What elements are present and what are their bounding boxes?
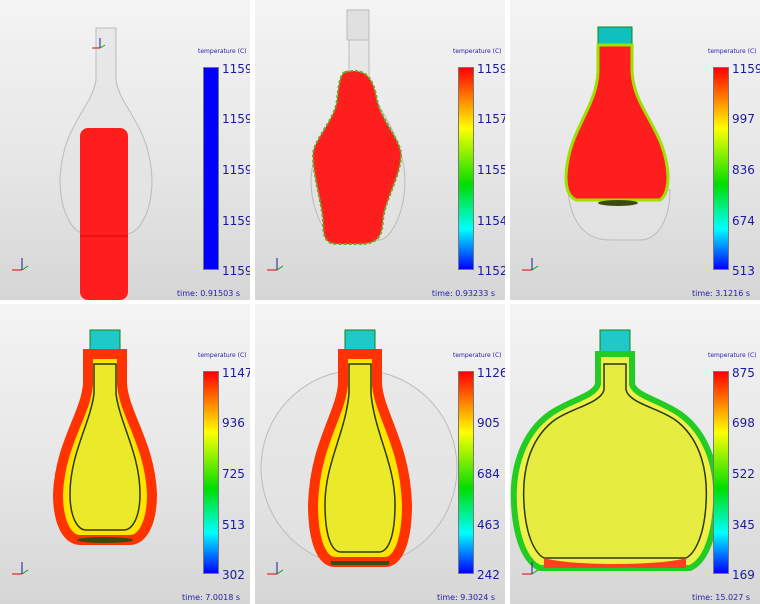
colorbar-tick: 1159 — [222, 112, 250, 126]
orientation-triad-icon — [522, 562, 539, 575]
sim-panel-2: temperature (C) 1159 1157 1155 1154 1152… — [255, 0, 505, 300]
legend-title: temperature (C) — [708, 352, 757, 359]
orientation-triad-icon — [12, 258, 29, 271]
time-label: time: 3.1216 s — [691, 289, 750, 298]
colorbar-tick: 1159 — [222, 163, 250, 177]
time-label: time: 7.0018 s — [181, 593, 240, 602]
sim-panel-4: temperature (C) 1147 936 725 513 302 tim… — [0, 304, 250, 604]
colorbar-tick: 1154 — [477, 214, 505, 228]
orientation-triad-icon — [12, 562, 29, 575]
time-label: time: 15.027 s — [691, 593, 750, 602]
colorbar — [203, 67, 219, 270]
bottle-render-2 — [267, 9, 406, 271]
time-label: time: 0.91503 s — [176, 289, 240, 298]
colorbar-tick: 1159 — [222, 62, 250, 76]
colorbar-tick: 1157 — [477, 112, 505, 126]
colorbar-tick: 345 — [732, 518, 755, 532]
colorbar-tick: 1159 — [222, 214, 250, 228]
sim-panel-1: temperature (C) 1159 1159 1159 1159 1159… — [0, 0, 250, 300]
colorbar-tick: 1159 — [477, 62, 505, 76]
colorbar-tick: 1155 — [477, 163, 505, 177]
colorbar-tick: 513 — [732, 264, 755, 278]
legend-title: temperature (C) — [453, 48, 502, 55]
colorbar-tick: 463 — [477, 518, 500, 532]
colorbar-tick: 684 — [477, 467, 500, 481]
colorbar — [713, 371, 729, 574]
colorbar-tick: 698 — [732, 416, 755, 430]
sim-panel-3: temperature (C) 1159 997 836 674 513 tim… — [510, 0, 760, 300]
legend-title: temperature (C) — [198, 48, 247, 55]
time-label: time: 0.93233 s — [431, 289, 495, 298]
colorbar — [203, 371, 219, 574]
colorbar-tick: 1152 — [477, 264, 505, 278]
orientation-triad-icon — [267, 562, 284, 575]
colorbar-tick: 936 — [222, 416, 245, 430]
colorbar-tick: 522 — [732, 467, 755, 481]
sim-panel-6: temperature (C) 875 698 522 345 169 time… — [510, 304, 760, 604]
colorbar-tick: 1159 — [732, 62, 760, 76]
legend-title: temperature (C) — [453, 352, 502, 359]
sim-panel-5: temperature (C) 1126 905 684 463 242 tim… — [255, 304, 505, 604]
colorbar-tick: 875 — [732, 366, 755, 380]
legend-title: temperature (C) — [708, 48, 757, 55]
bottle-render-4 — [12, 329, 158, 575]
orientation-triad-icon — [522, 258, 539, 271]
colorbar-tick: 1147 — [222, 366, 250, 380]
colorbar — [458, 67, 474, 270]
bottle-render-6 — [510, 329, 720, 575]
bottle-render-3 — [522, 26, 671, 271]
time-label: time: 9.3024 s — [436, 593, 495, 602]
colorbar-tick: 836 — [732, 163, 755, 177]
colorbar-tick: 997 — [732, 112, 755, 126]
orientation-triad-icon — [267, 258, 284, 271]
colorbar-tick: 169 — [732, 568, 755, 582]
colorbar-tick: 674 — [732, 214, 755, 228]
colorbar-tick: 302 — [222, 568, 245, 582]
colorbar-tick: 1159 — [222, 264, 250, 278]
bottle-render-1 — [12, 27, 153, 300]
colorbar-tick: 905 — [477, 416, 500, 430]
colorbar-tick: 1126 — [477, 366, 505, 380]
colorbar-tick: 513 — [222, 518, 245, 532]
axis-triad-icon — [92, 38, 106, 49]
colorbar-tick: 242 — [477, 568, 500, 582]
legend-title: temperature (C) — [198, 352, 247, 359]
colorbar-tick: 725 — [222, 467, 245, 481]
bottle-render-5 — [260, 329, 458, 575]
colorbar — [458, 371, 474, 574]
colorbar — [713, 67, 729, 270]
